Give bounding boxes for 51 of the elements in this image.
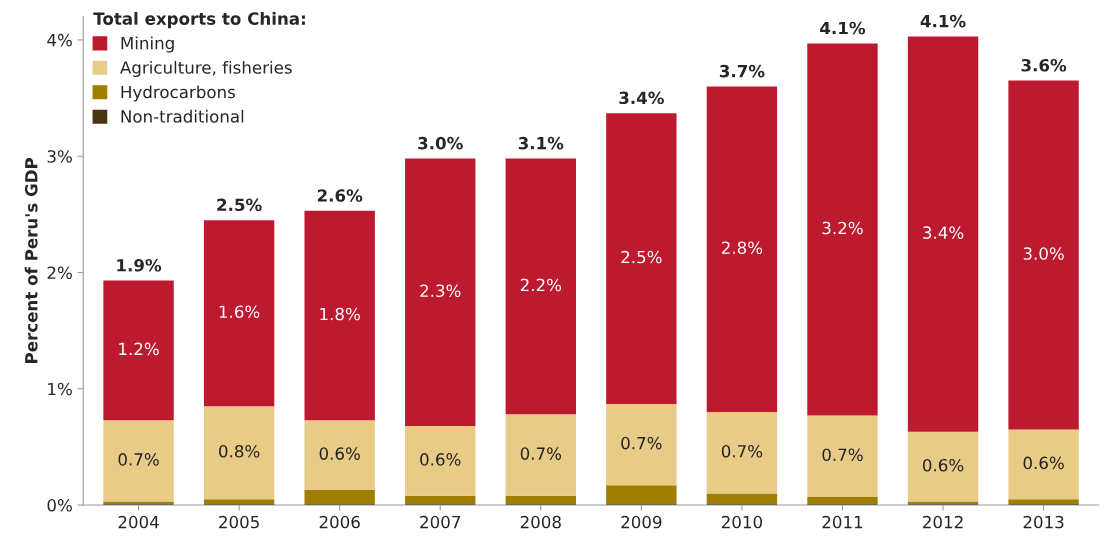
x-tick-label: 2010 [721, 515, 763, 529]
total-label: 4.1% [820, 21, 866, 35]
legend-label: Mining [121, 36, 174, 53]
y-tick-label: 0% [47, 499, 72, 512]
data-label: 0.7% [118, 453, 159, 466]
legend-label: Non-traditional [121, 109, 244, 123]
data-label: 0.7% [822, 448, 863, 462]
total-label: 3.7% [719, 64, 765, 78]
total-label: 2.6% [317, 189, 363, 202]
total-label: 3.1% [518, 136, 564, 150]
x-tick-label: 2012 [923, 515, 963, 529]
y-tick-label: 2% [47, 266, 72, 280]
x-tick-label: 2005 [219, 515, 259, 529]
y-axis-title: Percent of Peru's GDP [24, 157, 38, 363]
legend-label: Agriculture, fisheries [120, 60, 292, 78]
data-label: 1.8% [320, 307, 360, 321]
total-label: 3.0% [418, 136, 463, 150]
data-label: 0.6% [1023, 456, 1064, 470]
y-tick-label: 3% [47, 150, 72, 163]
data-label: 2.3% [420, 284, 461, 298]
legend-label: Hydrocarbons [121, 85, 235, 102]
data-label: 0.6% [420, 453, 461, 466]
data-label: 0.7% [621, 436, 662, 450]
data-label: 3.4% [923, 226, 964, 239]
x-tick-label: 2007 [420, 515, 461, 529]
total-label: 1.9% [117, 258, 162, 272]
data-label: 3.0% [1023, 247, 1064, 260]
data-label: 0.6% [922, 458, 964, 472]
data-label: 2.8% [721, 241, 763, 255]
total-label: 3.6% [1021, 58, 1067, 72]
legend-title: Total exports to China: [93, 12, 305, 29]
x-tick-label: 2008 [520, 515, 561, 529]
y-tick-label: 4% [47, 33, 72, 47]
total-label: 2.5% [217, 198, 262, 212]
data-label: 0.7% [721, 444, 763, 458]
data-label: 1.6% [219, 305, 260, 319]
total-label: 4.1% [920, 14, 966, 28]
y-tick-label: 1% [48, 382, 72, 396]
data-label: 0.7% [520, 447, 562, 460]
data-label: 2.5% [621, 250, 662, 264]
data-label: 3.2% [822, 221, 863, 235]
x-tick-label: 2004 [118, 515, 159, 529]
x-tick-label: 2006 [319, 515, 360, 529]
data-label: 1.2% [119, 342, 159, 356]
x-tick-label: 2009 [621, 515, 662, 529]
x-tick-label: 2011 [822, 515, 863, 529]
data-label: 0.8% [219, 444, 260, 458]
data-label: 2.2% [520, 278, 562, 292]
total-label: 3.4% [619, 91, 664, 105]
data-label: 0.6% [319, 447, 360, 460]
x-tick-label: 2013 [1023, 515, 1064, 529]
